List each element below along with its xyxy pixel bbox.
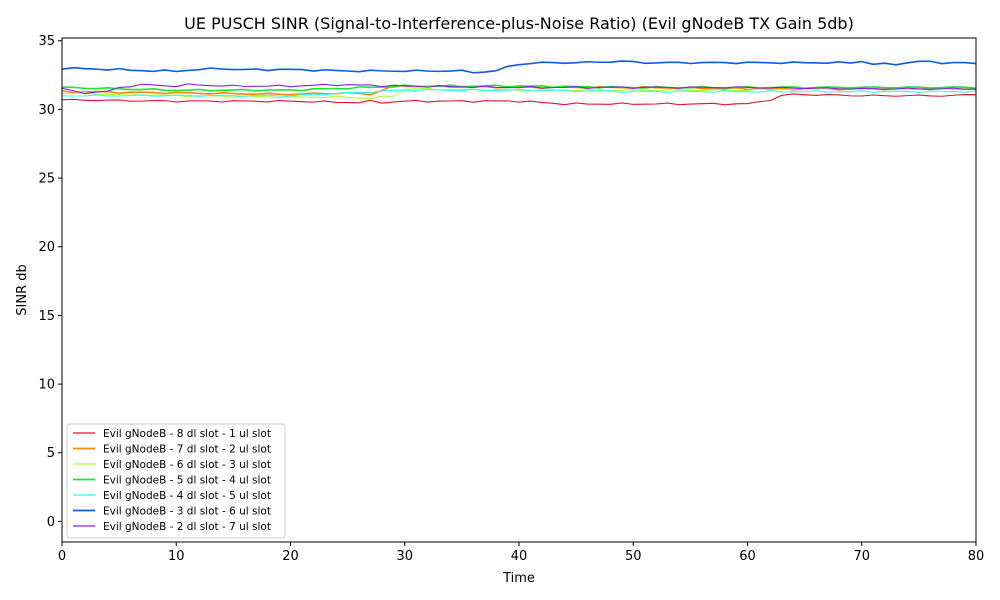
series-line [61,60,977,74]
x-tick-label: 80 [968,549,985,564]
series-line [61,83,977,95]
x-tick-label: 70 [853,549,870,564]
legend-label: Evil gNodeB - 7 dl slot - 2 ul slot [103,443,271,455]
chart-title: UE PUSCH SINR (Signal-to-Interference-pl… [184,14,854,33]
x-tick-label: 30 [396,549,413,564]
legend: Evil gNodeB - 8 dl slot - 1 ul slot Evil … [66,423,286,539]
x-tick-label: 60 [739,549,756,564]
legend-label: Evil gNodeB - 8 dl slot - 1 ul slot [103,428,271,440]
y-tick-label: 25 [38,172,55,187]
y-axis-title: SINR db [15,264,30,315]
y-tick-label: 35 [38,34,55,49]
x-tick-label: 40 [511,549,528,564]
legend-label: Evil gNodeB - 4 dl slot - 5 ul slot [103,490,271,502]
x-tick-label: 20 [282,549,299,564]
y-tick-label: 30 [38,103,55,118]
y-tick-label: 15 [38,309,55,324]
x-tick-label: 50 [625,549,642,564]
legend-box [66,423,286,539]
y-tick-label: 20 [38,240,55,255]
legend-label: Evil gNodeB - 3 dl slot - 6 ul slot [103,505,271,517]
series-line [61,88,977,97]
x-axis: 0 10 20 30 40 50 60 70 80 [58,542,984,564]
y-axis: 0 5 10 15 20 25 30 35 [38,34,62,530]
legend-label: Evil gNodeB - 5 dl slot - 4 ul slot [103,474,271,486]
y-tick-label: 5 [47,446,55,461]
series-line [61,93,977,106]
x-tick-label: 10 [168,549,185,564]
x-axis-title: Time [502,571,535,586]
series-line [61,84,977,92]
legend-label: Evil gNodeB - 6 dl slot - 3 ul slot [103,459,271,471]
legend-label: Evil gNodeB - 2 dl slot - 7 ul slot [103,521,271,533]
x-tick-label: 0 [58,549,66,564]
y-tick-label: 10 [38,378,55,393]
y-tick-label: 0 [47,515,55,530]
series-layer [61,60,977,106]
